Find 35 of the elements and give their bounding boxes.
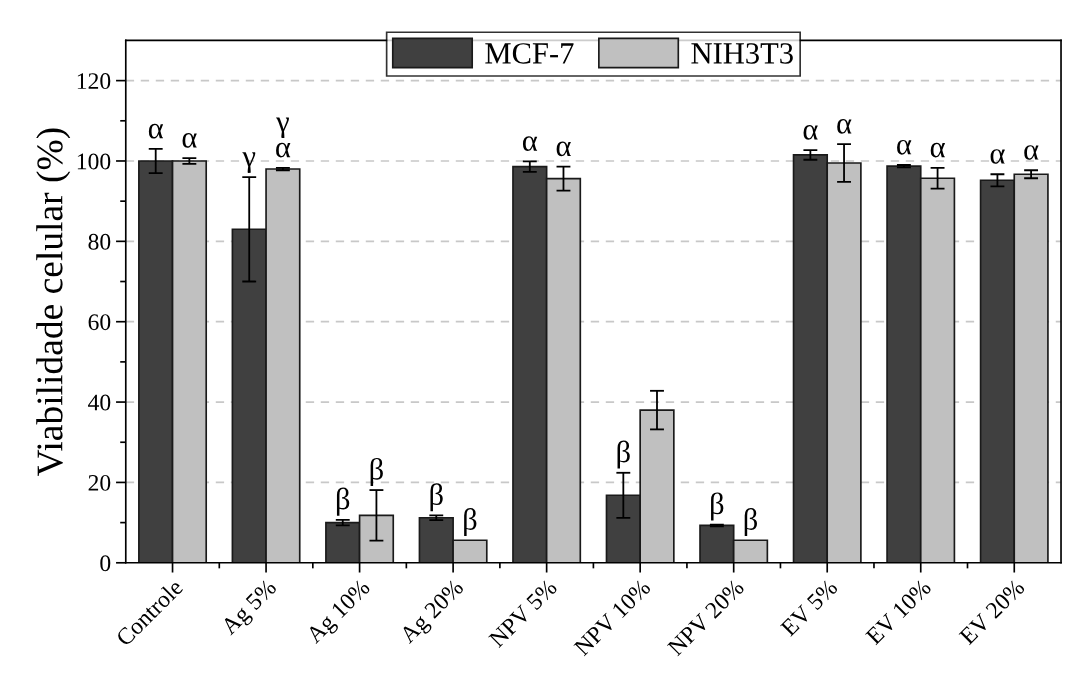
data-label: β [617, 440, 630, 469]
x-tick-label: EV 10% [864, 578, 933, 646]
data-label: α [522, 136, 538, 152]
data-label: β [370, 457, 383, 486]
y-axis-title: Viabilidade celular (%) [36, 128, 71, 477]
y-tick-label: 20 [88, 474, 111, 491]
y-tick-label: 80 [88, 233, 111, 250]
data-label: α [930, 142, 945, 158]
data-label: γ α [276, 117, 291, 158]
y-tick-label: 100 [77, 153, 111, 170]
data-label: β [711, 492, 724, 521]
data-label: α [556, 141, 571, 157]
x-tick-label: EV 5% [779, 578, 839, 638]
x-tick-label: Ag 20% [398, 578, 468, 648]
data-label: α [897, 139, 912, 155]
y-tick-label: 0 [100, 555, 111, 572]
data-label: γ [242, 152, 256, 173]
data-label: α [182, 133, 197, 148]
data-label: β [744, 508, 757, 537]
data-label: α [803, 125, 818, 140]
y-tick-label: 120 [77, 73, 111, 90]
data-label: α [148, 123, 164, 139]
data-label: α [837, 119, 852, 134]
x-tick-label: EV 20% [958, 578, 1026, 646]
x-tick-label: Ag 10% [305, 578, 375, 648]
legend-label: MCF-7 [485, 43, 574, 64]
y-tick-label: 60 [88, 314, 111, 331]
data-label: β [430, 483, 443, 512]
data-label: β [464, 508, 477, 537]
data-label: α [1024, 145, 1039, 160]
legend-label: NIH3T3 [691, 43, 793, 64]
x-tick-label: Ag 5% [219, 578, 281, 640]
data-label: α [990, 149, 1005, 164]
y-tick-label: 40 [88, 394, 111, 411]
data-label: β [336, 487, 350, 516]
